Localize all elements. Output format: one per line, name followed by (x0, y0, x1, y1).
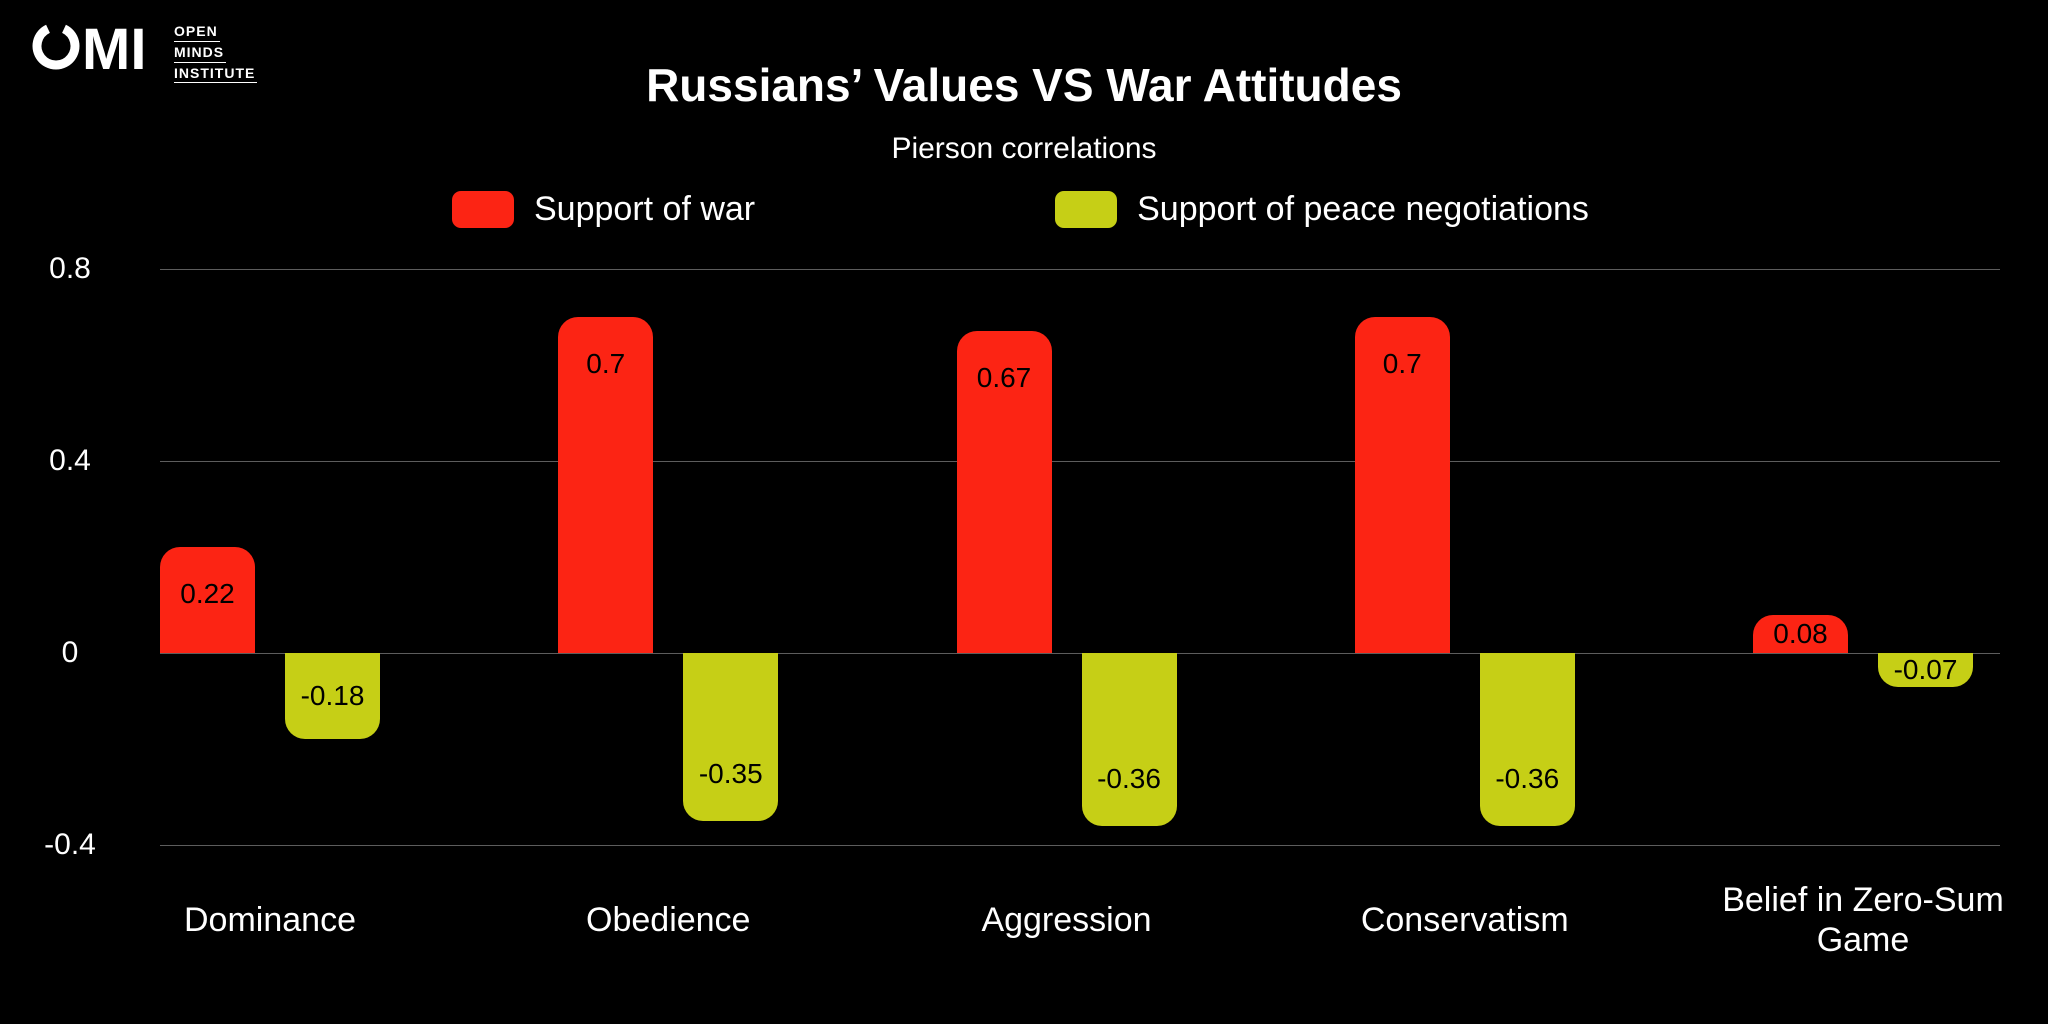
bar-support-of-war: 0.7 (1354, 317, 1450, 653)
bar-value-label: 0.7 (586, 348, 626, 379)
omi-logo-words: OPEN MINDS INSTITUTE (174, 23, 258, 85)
y-axis-tick-label: 0.4 (49, 444, 91, 477)
bar-support-of-peace: -0.35 (683, 653, 779, 821)
legend-label-war: Support of war (534, 190, 756, 228)
omi-logo-icon: MI (32, 18, 146, 78)
omi-logo: MI OPEN MINDS INSTITUTE (30, 18, 258, 85)
bar-support-of-peace: -0.36 (1479, 653, 1575, 826)
logo-word-open: OPEN (174, 23, 220, 42)
category-label: Aggression (981, 900, 1152, 939)
bar-value-label: 0.22 (180, 578, 235, 610)
bar-support-of-war: 0.7 (558, 317, 654, 653)
legend-swatch-war-icon (452, 191, 514, 228)
legend-item-support-of-war: Support of war (452, 190, 755, 229)
chart-legend: Support of war Support of peace negotiat… (452, 190, 1589, 229)
y-axis-tick-label: 0 (61, 636, 79, 669)
y-axis-tick-label: 0.8 (49, 252, 91, 285)
gridline (160, 653, 2000, 654)
legend-label-peace: Support of peace negotiations (1137, 190, 1589, 228)
logo-word-minds: MINDS (174, 44, 227, 63)
bar-value-label: -0.36 (1495, 762, 1560, 794)
chart-title: Russians’ Values VS War Attitudes (646, 59, 1402, 111)
category-label: Conservatism (1360, 900, 1569, 939)
bar-support-of-war: 0.67 (956, 331, 1052, 653)
bar-support-of-peace: -0.18 (285, 653, 380, 740)
legend-item-support-of-peace: Support of peace negotiations (1055, 190, 1589, 229)
bar-value-label: 0.08 (1773, 617, 1828, 649)
y-axis-tick-label: -0.4 (44, 828, 96, 861)
bar-value-label: -0.07 (1893, 653, 1958, 685)
gridline (160, 269, 2000, 270)
bar-support-of-war: 0.08 (1753, 614, 1848, 653)
bar-value-label: -0.36 (1097, 762, 1161, 794)
category-label: Dominance (184, 900, 356, 939)
category-label: Belief in Zero-Sum Game (1722, 880, 2004, 959)
category-label: Obedience (586, 900, 751, 939)
logo-word-institute: INSTITUTE (174, 65, 258, 84)
bar-value-label: 0.67 (976, 362, 1032, 394)
bar-support-of-peace: -0.36 (1081, 653, 1177, 826)
gridline (160, 461, 2000, 462)
bar-support-of-war: 0.22 (160, 547, 255, 653)
bar-support-of-peace: -0.07 (1878, 653, 1973, 687)
bar-value-label: -0.35 (698, 758, 763, 789)
omi-logo-letters: MI (82, 18, 146, 78)
gridline (160, 845, 2000, 846)
chart-subtitle: Pierson correlations (891, 132, 1157, 165)
bar-value-label: 0.7 (1382, 348, 1422, 379)
legend-swatch-peace-icon (1055, 191, 1118, 228)
bar-value-label: -0.18 (300, 680, 365, 712)
